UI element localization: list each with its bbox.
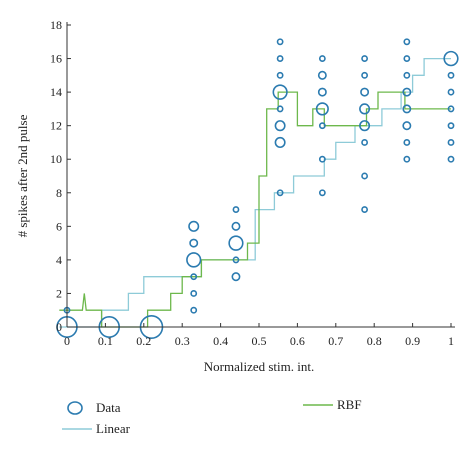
data-point bbox=[231, 221, 241, 231]
x-tick-label: 0.6 bbox=[290, 334, 305, 348]
data-point bbox=[274, 120, 286, 132]
data-point bbox=[360, 87, 370, 97]
data-point bbox=[232, 206, 240, 214]
data-point bbox=[361, 206, 368, 214]
data-point bbox=[274, 136, 286, 149]
data-point bbox=[315, 102, 329, 116]
data-point bbox=[317, 70, 327, 80]
data-point bbox=[402, 87, 412, 97]
data-point bbox=[447, 138, 455, 146]
data-point bbox=[361, 138, 368, 146]
legend: Data Linear RBF bbox=[62, 397, 362, 436]
data-point bbox=[189, 238, 199, 248]
data-point bbox=[190, 273, 198, 281]
data-point bbox=[447, 155, 455, 163]
y-tick-label: 4 bbox=[56, 253, 62, 267]
data-point bbox=[447, 105, 455, 113]
data-point bbox=[276, 105, 284, 113]
data-point bbox=[318, 189, 326, 197]
data-point bbox=[186, 252, 202, 268]
data-point bbox=[361, 172, 368, 180]
data-point bbox=[402, 121, 412, 131]
data-point bbox=[447, 71, 455, 79]
y-tick-label: 16 bbox=[50, 52, 62, 66]
y-tick-label: 6 bbox=[56, 219, 62, 233]
y-tick-label: 12 bbox=[50, 119, 62, 133]
data-point bbox=[402, 104, 412, 114]
data-point bbox=[403, 55, 411, 63]
data-point bbox=[190, 306, 198, 314]
x-tick-label: 0.2 bbox=[136, 334, 151, 348]
data-point bbox=[443, 50, 459, 67]
legend-data-marker bbox=[67, 401, 83, 415]
data-point bbox=[228, 235, 244, 251]
legend-data-label: Data bbox=[96, 400, 121, 415]
x-tick-label: 0.4 bbox=[213, 334, 228, 348]
x-tick-label: 0.3 bbox=[175, 334, 190, 348]
data-point bbox=[276, 55, 284, 63]
data-point bbox=[361, 71, 368, 79]
data-point bbox=[276, 38, 284, 46]
x-tick-label: 0.8 bbox=[367, 334, 382, 348]
axes bbox=[66, 22, 455, 328]
data-point bbox=[447, 122, 455, 130]
y-tick-label: 10 bbox=[50, 152, 62, 166]
y-tick-label: 0 bbox=[56, 320, 62, 334]
data-point bbox=[318, 155, 326, 163]
data-points-layer bbox=[56, 38, 459, 340]
y-tick-label: 18 bbox=[50, 18, 62, 32]
data-point bbox=[403, 38, 411, 46]
x-tick-label: 0.9 bbox=[405, 334, 420, 348]
x-tick-label: 0.7 bbox=[328, 334, 343, 348]
data-point bbox=[317, 87, 327, 97]
data-point bbox=[359, 103, 371, 115]
data-point bbox=[403, 155, 411, 163]
x-tick-label: 0.5 bbox=[252, 334, 267, 348]
data-point bbox=[231, 272, 241, 282]
data-point bbox=[359, 120, 371, 132]
data-point bbox=[272, 84, 288, 100]
y-axis-title: # spikes after 2nd pulse bbox=[15, 114, 30, 237]
data-point bbox=[403, 138, 411, 146]
data-point bbox=[318, 55, 326, 63]
data-point bbox=[361, 55, 368, 63]
y-tick-label: 14 bbox=[50, 85, 62, 99]
x-axis-title: Normalized stim. int. bbox=[204, 359, 314, 374]
data-point bbox=[188, 220, 200, 232]
data-point bbox=[190, 289, 198, 297]
legend-linear-label: Linear bbox=[96, 421, 131, 436]
data-point bbox=[447, 88, 455, 96]
data-point bbox=[276, 71, 284, 79]
y-tick-label: 8 bbox=[56, 186, 62, 200]
linear-fit-line bbox=[59, 57, 451, 328]
data-point bbox=[276, 189, 284, 197]
fit-lines-layer bbox=[59, 57, 451, 328]
x-tick-label: 0.1 bbox=[98, 334, 113, 348]
x-tick-label: 0 bbox=[64, 334, 70, 348]
y-ticks: 0 2 4 6 8 10 12 14 16 18 bbox=[50, 18, 71, 334]
y-tick-label: 2 bbox=[56, 286, 62, 300]
x-ticks: 0 0.1 0.2 0.3 0.4 0.5 0.6 0.7 0.8 0.9 1 bbox=[64, 323, 454, 348]
data-point bbox=[318, 122, 326, 130]
data-point bbox=[403, 71, 411, 79]
data-point bbox=[232, 256, 240, 264]
x-tick-label: 1 bbox=[448, 334, 454, 348]
legend-rbf-label: RBF bbox=[337, 397, 362, 412]
